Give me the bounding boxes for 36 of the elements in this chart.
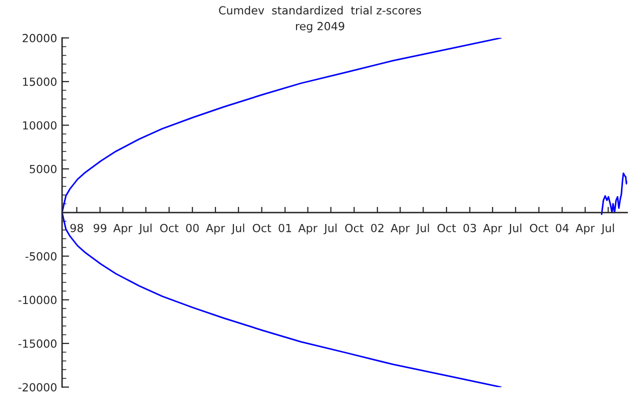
- x-tick-label: Apr: [298, 224, 318, 234]
- y-tick-label: -15000: [18, 339, 56, 348]
- x-tick-label: Oct: [160, 224, 178, 232]
- x-tick-label: Oct: [345, 224, 364, 232]
- x-tick-label: 99: [94, 224, 106, 232]
- y-tick-label: 15000: [23, 78, 56, 86]
- x-tick-label: 98: [70, 224, 84, 232]
- x-tick-label: Oct: [252, 224, 272, 232]
- x-tick-label: Apr: [483, 224, 502, 234]
- y-tick-label: 5000: [30, 164, 56, 174]
- x-tick-label: Jul: [600, 224, 614, 234]
- x-tick-label: Jul: [416, 224, 429, 234]
- x-tick-label: Apr: [390, 224, 410, 234]
- x-tick-label: Apr: [113, 224, 132, 234]
- x-tick-label: Jul: [138, 224, 152, 234]
- x-tick-label: 01: [278, 224, 292, 232]
- x-tick-label: Jul: [324, 224, 337, 234]
- x-tick-label: 03: [463, 224, 476, 232]
- y-tick-label: -20000: [18, 383, 56, 392]
- x-tick-label: 00: [186, 224, 199, 232]
- y-tick-label: 20000: [22, 34, 56, 42]
- y-tick-label: 10000: [23, 121, 56, 130]
- x-tick-label: Oct: [530, 224, 548, 232]
- x-tick-label: Apr: [206, 224, 226, 234]
- y-tick-label: -10000: [18, 296, 56, 304]
- x-tick-label: Jul: [231, 224, 244, 234]
- x-tick-label: Oct: [438, 224, 456, 232]
- x-tick-label: 04: [556, 224, 569, 232]
- y-tick-label: -5000: [25, 252, 56, 261]
- x-tick-label: Jul: [508, 224, 522, 234]
- line-series: [600, 172, 628, 216]
- chart-title: Cumdev standardized trial z-scores: [219, 6, 422, 15]
- x-tick-label: Apr: [576, 224, 595, 234]
- chart-subtitle: reg 2049: [296, 22, 344, 32]
- x-tick-label: 02: [371, 224, 384, 232]
- line-series: [62, 38, 502, 388]
